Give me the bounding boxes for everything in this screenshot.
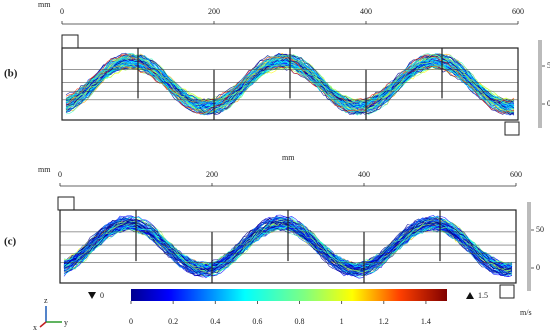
triad-label: z: [44, 296, 48, 305]
panel-label: (c): [4, 236, 17, 248]
colorbar-tick-label: 0.8: [295, 317, 305, 326]
y-axis-bar: [527, 202, 531, 291]
triad-label: y: [64, 318, 68, 327]
colorbar-tick-label: 0.4: [210, 317, 220, 326]
colorbar-tick-label: 0.6: [252, 317, 262, 326]
x-tick-label: 0: [60, 7, 64, 16]
panel-label: (b): [4, 68, 18, 80]
y-tick-label: 0: [547, 99, 550, 108]
x-tick-label: 200: [206, 170, 218, 179]
colorbar-max: 1.5: [478, 291, 488, 300]
outlet: [504, 121, 520, 136]
x-tick-label: 600: [512, 7, 524, 16]
colorbar-tick-label: 0: [129, 317, 133, 326]
x-tick-label: 0: [58, 170, 62, 179]
colorbar: [131, 289, 447, 301]
colorbar-tick-label: 1.2: [379, 317, 389, 326]
axis-unit: mm: [38, 165, 51, 174]
max-icon: [466, 292, 474, 299]
min-icon: [88, 292, 96, 299]
inlet: [61, 34, 79, 49]
colorbar-tick-label: 1: [340, 317, 344, 326]
colorbar-tick-label: 0.2: [168, 317, 178, 326]
axis-unit: mm: [282, 153, 295, 162]
x-tick-label: 400: [358, 170, 370, 179]
y-tick-label: 50: [536, 225, 544, 234]
axis-unit: mm: [38, 0, 51, 9]
x-tick-label: 600: [510, 170, 522, 179]
y-tick-label: 0: [536, 263, 540, 272]
x-tick-label: 200: [208, 7, 220, 16]
inlet: [57, 196, 75, 211]
colorbar-min: 0: [100, 291, 104, 300]
colorbar-unit: m/s: [520, 308, 532, 317]
y-tick-label: 50: [547, 61, 550, 70]
colorbar-tick-label: 1.4: [421, 317, 431, 326]
y-axis-bar: [538, 40, 542, 128]
triad-label: x: [33, 323, 37, 332]
outlet: [499, 284, 515, 299]
x-tick-label: 400: [360, 7, 372, 16]
triad: z y x: [33, 296, 68, 332]
